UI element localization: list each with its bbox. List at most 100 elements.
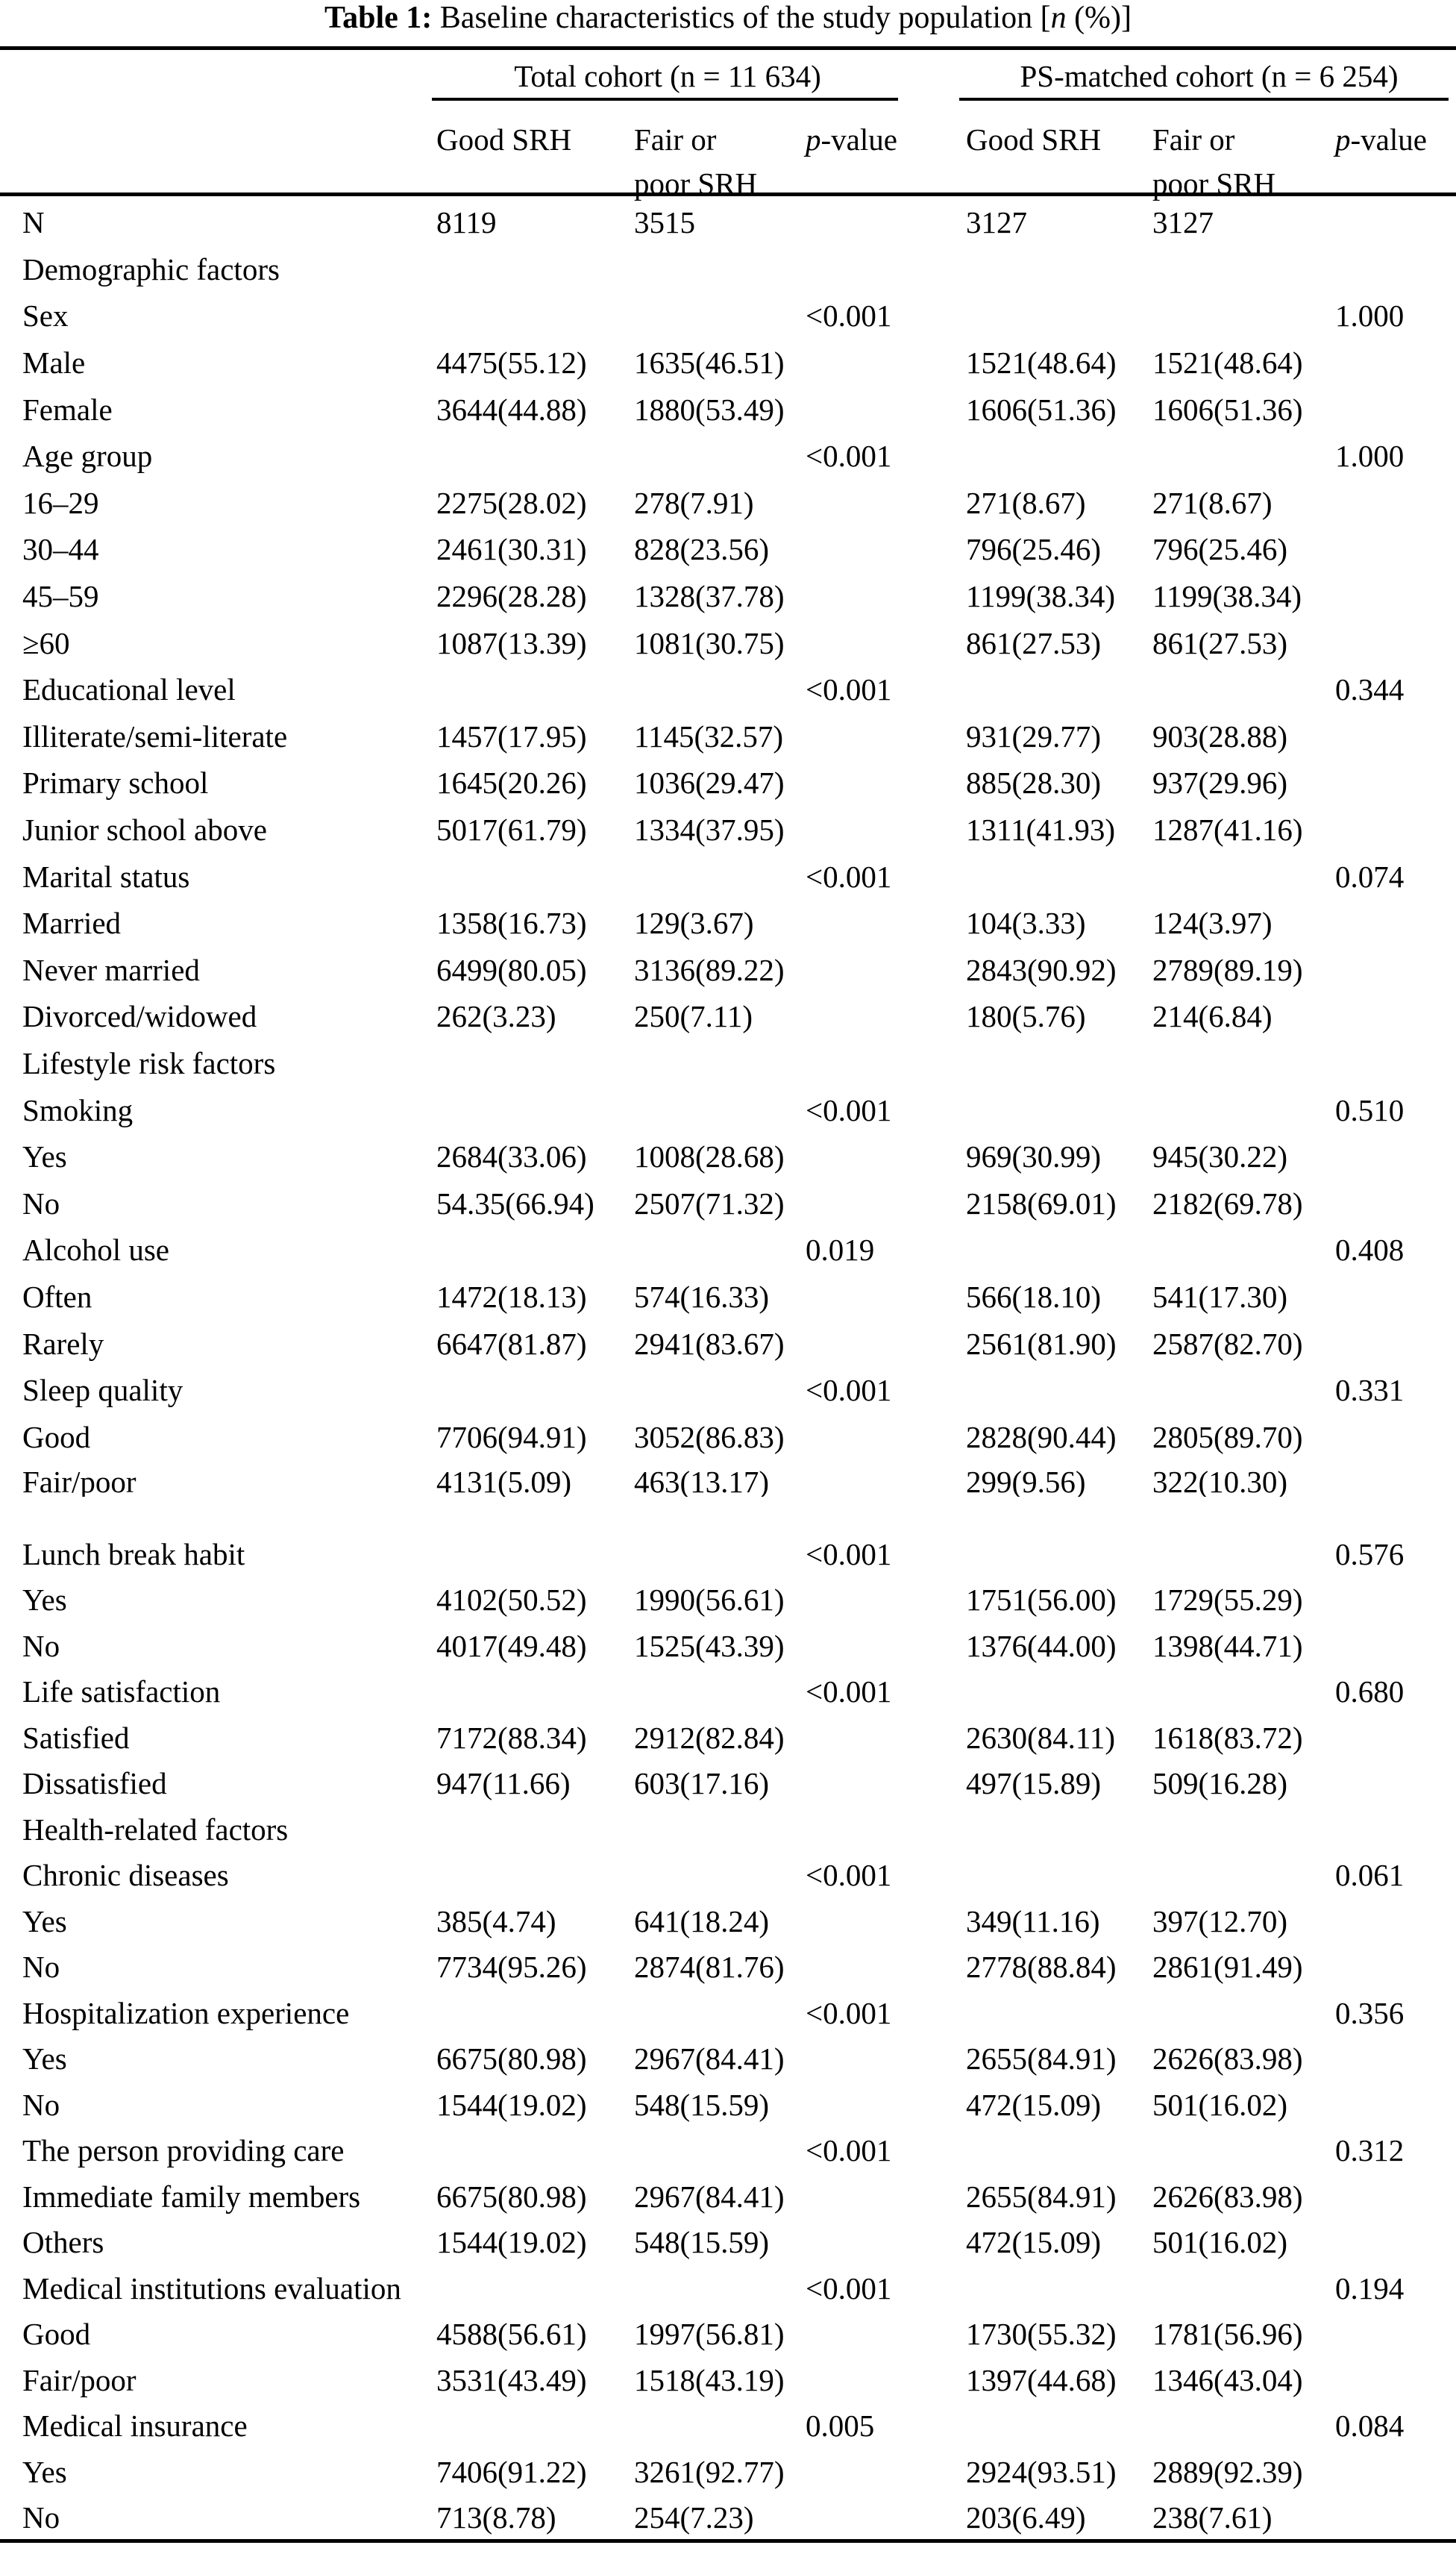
row-label: Health-related factors	[22, 1812, 289, 1847]
cell-value: 3261(92.77)	[634, 2454, 785, 2489]
cell-value: 1376(44.00)	[966, 1628, 1117, 1663]
row-label: Good	[22, 2317, 91, 2352]
table-row: Good 4588(56.61) 1997(56.81) 1730(55.32) 178…	[0, 2312, 1456, 2358]
cell-value: 0.331	[1335, 1373, 1405, 1408]
cell-value: 7406(91.22)	[436, 2454, 587, 2489]
cell-value: 931(29.77)	[966, 719, 1102, 754]
cell-value: 2158(69.01)	[966, 1186, 1117, 1221]
row-label: 45–59	[22, 579, 99, 614]
table-row: No 1544(19.02) 548(15.59) 472(15.09) 501(16.…	[0, 2082, 1456, 2128]
cell-value: 947(11.66)	[436, 1766, 571, 1801]
cell-value: 4588(56.61)	[436, 2317, 587, 2352]
table-row: Yes 7406(91.22) 3261(92.77) 2924(93.51) 2889…	[0, 2449, 1456, 2495]
table-row: Fair/poor 3531(43.49) 1518(43.19) 1397(44.6…	[0, 2357, 1456, 2403]
table-row: N 8119 3515 3127 3127	[0, 199, 1456, 246]
table-row: Others 1544(19.02) 548(15.59) 472(15.09) 501…	[0, 2220, 1456, 2266]
cell-value: <0.001	[806, 298, 892, 334]
table-row: Male 4475(55.12) 1635(46.51) 1521(48.64) 152…	[0, 339, 1456, 386]
cell-value: 1606(51.36)	[1152, 392, 1303, 427]
cell-value: 1635(46.51)	[634, 345, 785, 381]
row-label: No	[22, 2087, 60, 2122]
cell-value: 203(6.49)	[966, 2500, 1086, 2535]
cell-value: <0.001	[806, 1536, 892, 1571]
row-label: Married	[22, 906, 122, 941]
cell-value: 969(30.99)	[966, 1139, 1102, 1174]
cell-value: 278(7.91)	[634, 485, 754, 520]
row-label: No	[22, 1628, 60, 1663]
cell-value: 574(16.33)	[634, 1279, 770, 1314]
pvalue-p-italic: p	[806, 122, 821, 157]
row-label: Immediate family members	[22, 2179, 361, 2214]
table-row: Fair/poor 4131(5.09) 463(13.17) 299(9.56) 32…	[0, 1460, 1456, 1497]
cell-value: 472(15.09)	[966, 2225, 1102, 2260]
table-row: Satisfied 7172(88.34) 2912(82.84) 2630(84.1…	[0, 1715, 1456, 1761]
cell-value: <0.001	[806, 2133, 892, 2168]
cell-value: 2789(89.19)	[1152, 952, 1303, 987]
cell-value: 1.000	[1335, 298, 1405, 334]
cell-value: 254(7.23)	[634, 2500, 754, 2535]
cell-value: 885(28.30)	[966, 766, 1102, 801]
column-header-row: Good SRH Fair or poor SRH p-value Good S…	[0, 118, 1456, 206]
cell-value: 397(12.70)	[1152, 1903, 1288, 1938]
cell-value: 541(17.30)	[1152, 1279, 1288, 1314]
cell-value: 322(10.30)	[1152, 1465, 1288, 1497]
cell-value: <0.001	[806, 439, 892, 474]
cell-value: 2828(90.44)	[966, 1419, 1117, 1454]
cell-value: 641(18.24)	[634, 1903, 770, 1938]
cell-value: 3644(44.88)	[436, 392, 587, 427]
table-row: 30–44 2461(30.31) 828(23.56) 796(25.46) 796(…	[0, 526, 1456, 573]
cell-value: 1618(83.72)	[1152, 1720, 1303, 1755]
cell-value: 1346(43.04)	[1152, 2362, 1303, 2397]
table-row: Educational level <0.001 0.344	[0, 666, 1456, 713]
cell-value: 7706(94.91)	[436, 1419, 587, 1454]
cell-value: 0.074	[1335, 859, 1405, 894]
cell-value: 5017(61.79)	[436, 813, 587, 848]
row-label: Fair/poor	[22, 1465, 136, 1497]
cell-value: 2587(82.70)	[1152, 1326, 1303, 1361]
cell-value: 271(8.67)	[966, 485, 1086, 520]
column-header-good-srh-total: Good SRH	[436, 122, 572, 157]
cell-value: 1525(43.39)	[634, 1628, 785, 1663]
cell-value: 349(11.16)	[966, 1903, 1100, 1938]
row-label: Yes	[22, 2454, 67, 2489]
table-row: Sleep quality <0.001 0.331	[0, 1367, 1456, 1414]
table-row: Marital status <0.001 0.074	[0, 853, 1456, 900]
cell-value: 1457(17.95)	[436, 719, 587, 754]
cell-value: 2296(28.28)	[436, 579, 587, 614]
cell-value: 2626(83.98)	[1152, 2179, 1303, 2214]
column-header-good-srh-ps: Good SRH	[966, 122, 1102, 157]
row-label: Illiterate/semi-literate	[22, 719, 288, 754]
table-row: Immediate family members 6675(80.98) 2967(…	[0, 2173, 1456, 2220]
row-label: The person providing care	[22, 2133, 345, 2168]
row-label: Fair/poor	[22, 2362, 136, 2397]
table-row: Dissatisfied 947(11.66) 603(17.16) 497(15.8…	[0, 1761, 1456, 1807]
row-label: Yes	[22, 1139, 67, 1174]
cell-value: 2778(88.84)	[966, 1950, 1117, 1985]
cell-value: 2507(71.32)	[634, 1186, 785, 1221]
row-label: Male	[22, 345, 86, 381]
column-header-pvalue-total: p-value	[806, 118, 966, 162]
cell-value: 0.356	[1335, 1995, 1405, 2030]
cell-value: 3052(86.83)	[634, 1419, 785, 1454]
table-row: Yes 6675(80.98) 2967(84.41) 2655(84.91) 2626…	[0, 2036, 1456, 2082]
row-label: Lifestyle risk factors	[22, 1045, 276, 1080]
cell-value: 1334(37.95)	[634, 813, 785, 848]
cell-value: 1036(29.47)	[634, 766, 785, 801]
column-header-fair-poor-srh-total: Fair or poor SRH	[634, 122, 758, 201]
row-label: Smoking	[22, 1092, 134, 1127]
cell-value: <0.001	[806, 859, 892, 894]
row-label: Sleep quality	[22, 1373, 183, 1408]
cell-value: 713(8.78)	[436, 2500, 556, 2535]
cell-value: 548(15.59)	[634, 2225, 770, 2260]
title-text: Baseline characteristics of the study po…	[432, 1, 1051, 35]
cell-value: 796(25.46)	[966, 532, 1102, 567]
cell-value: 1781(56.96)	[1152, 2317, 1303, 2352]
cell-value: 2912(82.84)	[634, 1720, 785, 1755]
cell-value: 509(16.28)	[1152, 1766, 1288, 1801]
cell-value: 945(30.22)	[1152, 1139, 1288, 1174]
table-bottom-rule	[0, 2539, 1456, 2543]
table-row: Alcohol use 0.019 0.408	[0, 1227, 1456, 1274]
table-row: Primary school 1645(20.26) 1036(29.47) 885(…	[0, 760, 1456, 807]
cell-value: 2805(89.70)	[1152, 1419, 1303, 1454]
cell-value: 548(15.59)	[634, 2087, 770, 2122]
